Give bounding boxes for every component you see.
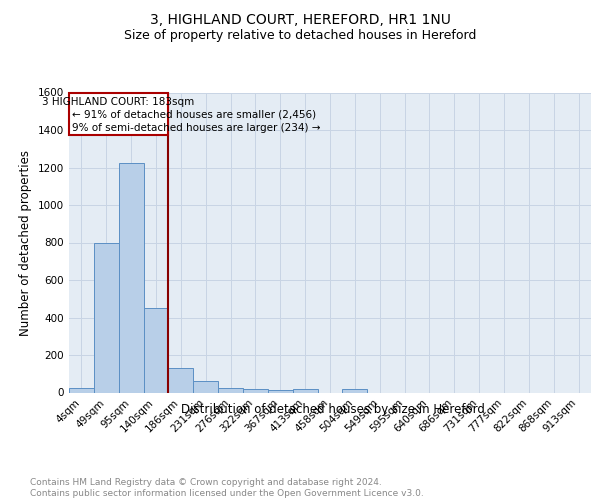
Bar [94, 242, 119, 392]
Bar [119, 163, 143, 392]
Bar [268, 390, 293, 392]
Text: 3, HIGHLAND COURT, HEREFORD, HR1 1NU: 3, HIGHLAND COURT, HEREFORD, HR1 1NU [149, 12, 451, 26]
Text: Contains HM Land Registry data © Crown copyright and database right 2024.
Contai: Contains HM Land Registry data © Crown c… [30, 478, 424, 498]
Bar [69, 388, 94, 392]
FancyBboxPatch shape [70, 92, 167, 134]
Text: 9% of semi-detached houses are larger (234) →: 9% of semi-detached houses are larger (2… [73, 122, 321, 132]
Text: 3 HIGHLAND COURT: 183sqm: 3 HIGHLAND COURT: 183sqm [43, 97, 195, 107]
Bar [143, 308, 169, 392]
Bar [243, 389, 268, 392]
Bar [343, 389, 367, 392]
Y-axis label: Number of detached properties: Number of detached properties [19, 150, 32, 336]
Text: Distribution of detached houses by size in Hereford: Distribution of detached houses by size … [181, 402, 485, 415]
Bar [169, 368, 193, 392]
Bar [293, 389, 317, 392]
Bar [218, 388, 243, 392]
Text: Size of property relative to detached houses in Hereford: Size of property relative to detached ho… [124, 29, 476, 42]
Text: ← 91% of detached houses are smaller (2,456): ← 91% of detached houses are smaller (2,… [73, 110, 317, 120]
Bar [193, 381, 218, 392]
